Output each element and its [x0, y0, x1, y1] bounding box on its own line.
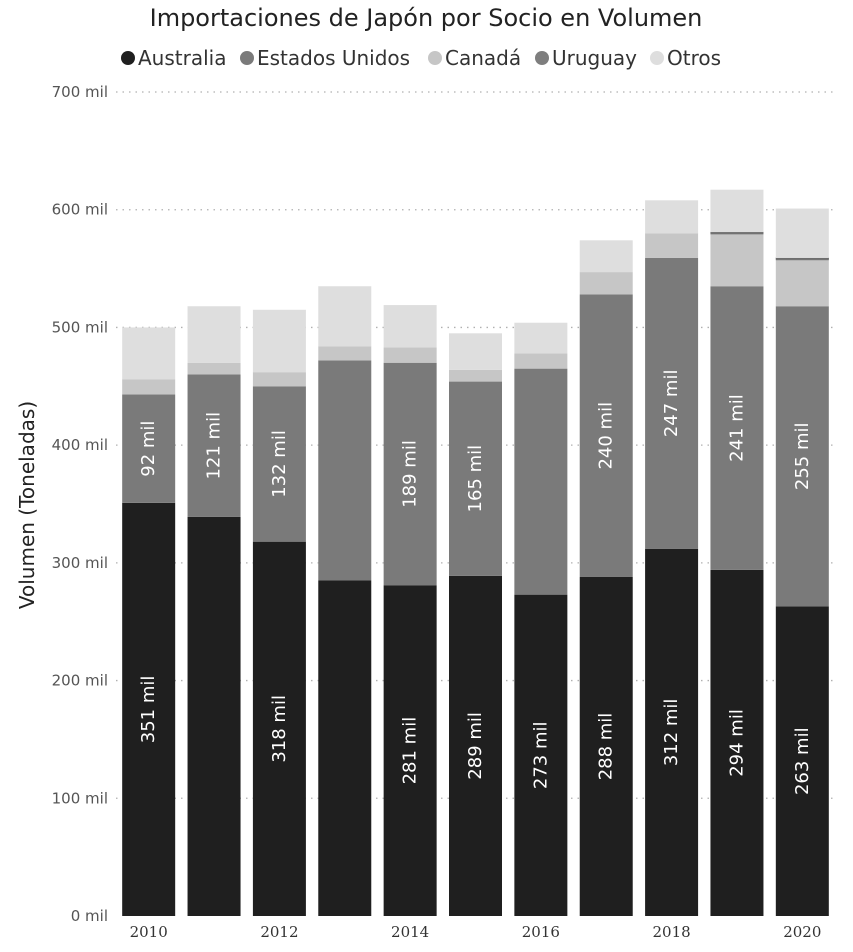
- bar-segment: [514, 594, 568, 916]
- bar-segment: [645, 233, 699, 258]
- bar-segment: [645, 200, 699, 234]
- data-label: 132 mil: [269, 430, 290, 498]
- data-label: 247 mil: [661, 370, 682, 438]
- y-tick-label: 0 mil: [71, 907, 108, 925]
- data-label: 281 mil: [400, 717, 421, 785]
- bar-segment: [318, 286, 372, 347]
- legend-label-australia: Australia: [138, 46, 226, 70]
- bar-segment: [579, 576, 633, 916]
- bar-segment: [383, 585, 437, 916]
- y-tick-label: 400 mil: [52, 436, 108, 454]
- data-label: 241 mil: [726, 394, 747, 462]
- x-tick-label: 2018: [652, 923, 690, 941]
- chart-title: Importaciones de Japón por Socio en Volu…: [150, 4, 703, 32]
- legend-label-otros: Otros: [667, 46, 721, 70]
- data-label: 189 mil: [400, 440, 421, 508]
- bar-segment: [318, 580, 372, 916]
- bar-segment: [449, 369, 502, 382]
- bar-segment: [383, 362, 437, 586]
- y-tick-label: 300 mil: [52, 554, 108, 572]
- bar-segment: [775, 306, 829, 607]
- data-label: 351 mil: [138, 676, 159, 744]
- legend-label-canada: Canadá: [445, 46, 521, 70]
- bar-segment: [775, 606, 829, 916]
- bar-segment: [122, 502, 176, 916]
- x-tick-label: 2020: [783, 923, 821, 941]
- legend-marker-canada: [428, 51, 442, 65]
- legend-marker-otros: [650, 51, 664, 65]
- bar-segment-edge: [775, 257, 829, 260]
- data-label: 165 mil: [465, 445, 486, 513]
- legend-label-estados-unidos: Estados Unidos: [257, 46, 410, 70]
- data-label: 294 mil: [726, 709, 747, 777]
- bar-segment: [187, 516, 241, 916]
- bar-segment-edge: [710, 231, 764, 234]
- bar-segment: [775, 208, 829, 258]
- y-axis-title: Volumen (Toneladas): [15, 401, 39, 609]
- data-label: 289 mil: [465, 712, 486, 780]
- bar-segment: [187, 306, 241, 363]
- bar-segment: [252, 541, 306, 916]
- bar-segment: [514, 322, 568, 354]
- bar-segment: [775, 260, 829, 307]
- bar-segment: [383, 305, 437, 348]
- bar-segment: [383, 347, 437, 363]
- data-label: 312 mil: [661, 699, 682, 767]
- bars: [122, 189, 829, 916]
- bar-segment: [514, 353, 568, 369]
- y-axis: 0 mil 100 mil 200 mil 300 mil 400 mil 500 mil…: [52, 83, 108, 925]
- bar-segment: [710, 569, 764, 916]
- legend-marker-estados-unidos: [240, 51, 254, 65]
- legend: Australia Estados Unidos Canadá Uruguay …: [121, 46, 721, 70]
- bar-segment: [579, 240, 633, 273]
- data-label: 255 mil: [792, 423, 813, 491]
- x-tick-label: 2014: [391, 923, 429, 941]
- bar-segment: [449, 575, 502, 916]
- y-tick-label: 600 mil: [52, 201, 108, 219]
- bar-segment: [710, 234, 764, 287]
- x-tick-label: 2010: [130, 923, 168, 941]
- data-label: 240 mil: [596, 402, 617, 470]
- bar-segment: [252, 372, 306, 387]
- data-label: 318 mil: [269, 695, 290, 763]
- bar-segment: [187, 362, 241, 375]
- bar-segment: [122, 379, 176, 395]
- data-labels: 351 mil 92 mil 121 mil 318 mil 132 mil 281 mi…: [138, 370, 813, 795]
- y-tick-label: 700 mil: [52, 83, 108, 101]
- bar-segment: [449, 333, 502, 370]
- bar-segment: [122, 394, 176, 503]
- bar-segment: [710, 286, 764, 570]
- bar-segment: [514, 368, 568, 595]
- bar-segment: [579, 294, 633, 577]
- bar-segment: [318, 360, 372, 581]
- bar-segment: [187, 374, 241, 517]
- bar-segment: [710, 189, 764, 233]
- data-label: 121 mil: [204, 412, 225, 480]
- bar-segment: [579, 272, 633, 295]
- bar-segment: [252, 309, 306, 373]
- bar-segment: [449, 381, 502, 576]
- legend-marker-australia: [121, 51, 135, 65]
- bar-segment: [645, 548, 699, 916]
- bar-segment: [645, 257, 699, 549]
- bar-segment: [122, 327, 176, 380]
- bar-segment: [318, 346, 372, 361]
- data-label: 92 mil: [138, 421, 159, 477]
- data-label: 273 mil: [530, 722, 551, 790]
- bar-segment: [252, 386, 306, 542]
- y-tick-label: 500 mil: [52, 318, 108, 336]
- x-tick-label: 2016: [522, 923, 560, 941]
- x-axis: 2010 2012 2014 2016 2018 2020: [130, 923, 822, 941]
- y-tick-label: 100 mil: [52, 789, 108, 807]
- legend-marker-uruguay: [535, 51, 549, 65]
- y-tick-label: 200 mil: [52, 672, 108, 690]
- x-tick-label: 2012: [260, 923, 298, 941]
- legend-label-uruguay: Uruguay: [552, 46, 637, 70]
- data-label: 288 mil: [596, 713, 617, 781]
- data-label: 263 mil: [792, 727, 813, 795]
